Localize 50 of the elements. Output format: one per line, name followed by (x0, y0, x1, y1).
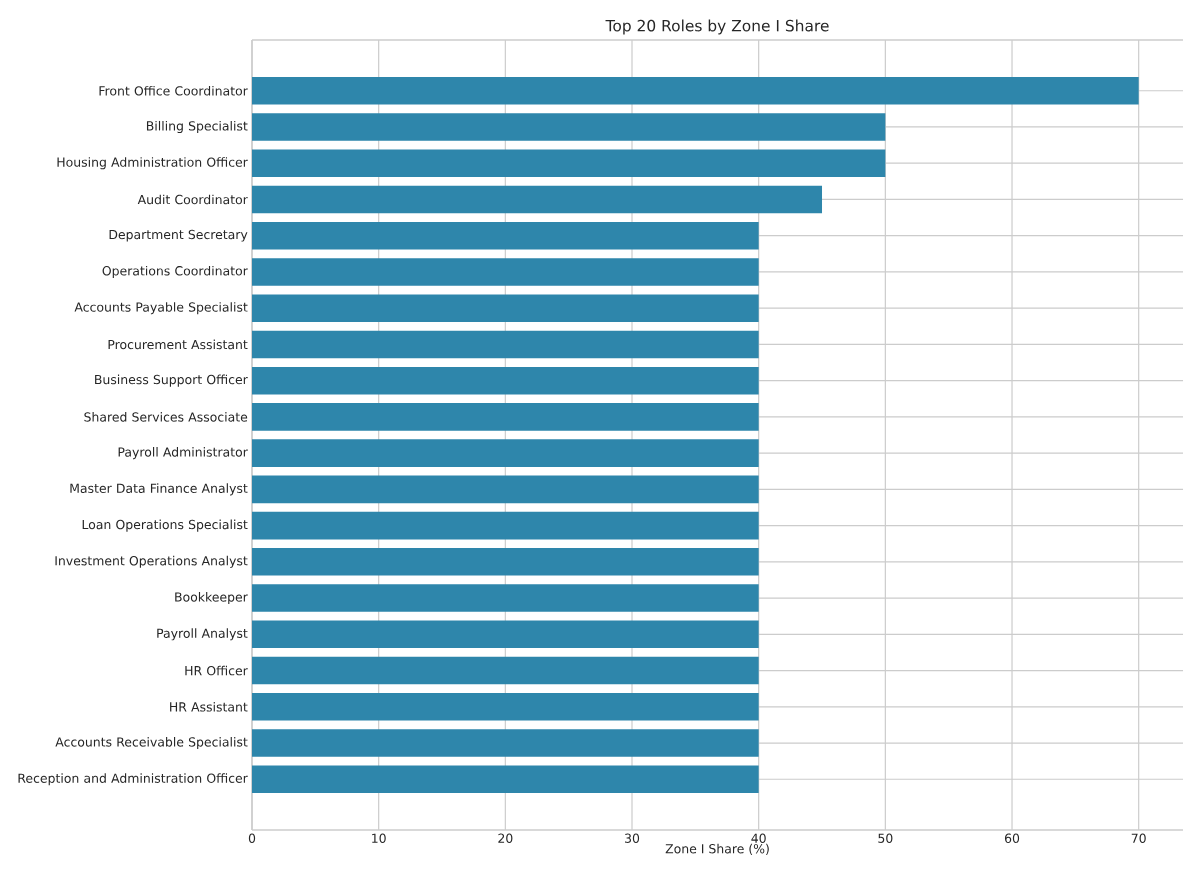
bar (252, 729, 759, 757)
y-tick-label: Payroll Analyst (157, 628, 248, 641)
x-tick-label: 60 (1004, 833, 1020, 843)
bar (252, 584, 759, 612)
bar (252, 620, 759, 649)
x-tick-label: 50 (878, 833, 893, 843)
bar (252, 149, 886, 177)
bar (252, 548, 759, 576)
y-tick-label: Operations Coordinator (102, 265, 248, 278)
x-tick-label: 30 (625, 833, 640, 843)
y-tick-label: Loan Operations Specialist (82, 519, 248, 532)
y-tick-label: Payroll Administrator (118, 447, 248, 460)
y-tick-label: Accounts Payable Specialist (74, 302, 248, 315)
y-tick-label: Bookkeeper (175, 592, 248, 605)
bar (252, 475, 759, 504)
y-tick-label: Reception and Administration Officer (18, 773, 248, 786)
x-tick-label: 0 (248, 833, 256, 843)
y-tick-label: Master Data Finance Analyst (70, 483, 248, 496)
bar (252, 185, 823, 214)
y-tick-label: Procurement Assistant (108, 339, 248, 350)
x-tick-label: 40 (751, 833, 766, 843)
x-tick-label: 10 (372, 833, 386, 843)
bar (252, 294, 759, 322)
y-tick-label: Front Office Coordinator (99, 85, 248, 96)
bar (252, 693, 759, 721)
bar (252, 403, 759, 431)
x-tick-label: 20 (498, 833, 513, 843)
y-tick-label: HR Officer (185, 665, 248, 676)
bar (252, 366, 759, 395)
bar (252, 330, 759, 359)
bar (252, 221, 759, 250)
y-tick-label: Investment Operations Analyst (55, 555, 248, 568)
bar (252, 511, 759, 540)
y-tick-label: HR Assistant (170, 701, 248, 712)
y-tick-label: Accounts Receivable Specialist (55, 737, 248, 750)
y-tick-label: Housing Administration Officer (57, 157, 248, 170)
x-tick-label: 70 (1131, 833, 1146, 843)
bar (252, 439, 759, 467)
y-tick-label: Billing Specialist (146, 120, 248, 133)
bar (252, 113, 886, 141)
bar (252, 656, 759, 685)
y-tick-label: Business Support Officer (95, 374, 248, 387)
bar (252, 765, 759, 794)
chart-title: Top 20 Roles by Zone I Share (605, 19, 829, 35)
y-tick-label: Shared Services Associate (84, 412, 248, 422)
bar (252, 258, 759, 286)
x-axis-title: Zone I Share (%) (665, 843, 769, 855)
y-tick-label: Audit Coordinator (137, 194, 248, 205)
y-tick-label: Department Secretary (109, 229, 248, 242)
bar (252, 76, 1139, 105)
